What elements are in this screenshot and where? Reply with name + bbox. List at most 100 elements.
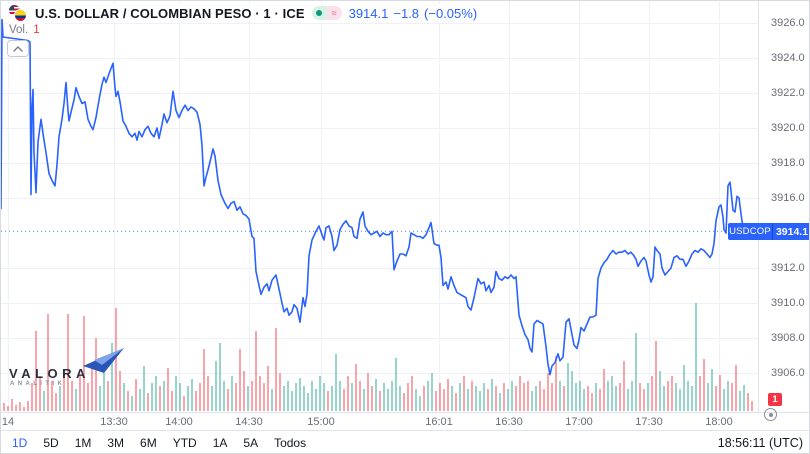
volume-bar	[655, 341, 657, 411]
volume-bar	[199, 383, 201, 411]
volume-bar	[99, 386, 101, 411]
price-chart-canvas[interactable]	[1, 1, 758, 412]
volume-bar	[59, 386, 61, 411]
colombia-flag-icon	[15, 10, 26, 21]
volume-bar	[455, 393, 457, 411]
volume-bar	[327, 391, 329, 411]
volume-bar	[527, 381, 529, 411]
volume-bar	[231, 376, 233, 411]
volume-bar	[215, 361, 217, 411]
volume-bar	[107, 381, 109, 411]
volume-bar	[179, 383, 181, 411]
time-axis-label: 18:00	[705, 416, 733, 428]
volume-bar	[23, 407, 25, 411]
market-status-pill: ≈	[311, 6, 342, 20]
quote-change-percent: (−0.05%)	[424, 5, 478, 21]
volume-bar	[403, 393, 405, 411]
volume-bar	[607, 381, 609, 411]
volume-bar	[599, 389, 601, 411]
symbol-title[interactable]: U.S. DOLLAR / COLOMBIAN PESO · 1 · ICE	[35, 5, 305, 21]
range-button-1d[interactable]: 1D	[12, 435, 28, 450]
price-axis-label: 3908.0	[771, 332, 805, 344]
price-tag-value: 3914.1	[775, 225, 809, 238]
volume-bar	[211, 386, 213, 411]
volume-legend: Vol. 1	[7, 23, 45, 37]
price-tag-separator	[772, 223, 773, 241]
volume-bar	[735, 365, 737, 411]
range-button-todos[interactable]: Todos	[274, 435, 307, 450]
volume-bar	[479, 391, 481, 411]
volume-bar	[147, 393, 149, 411]
volume-bar	[627, 389, 629, 411]
range-button-6m[interactable]: 6M	[140, 435, 157, 450]
volume-bar	[495, 386, 497, 411]
volume-bar	[447, 379, 449, 411]
price-axis-label: 3916.0	[771, 192, 805, 204]
volume-bar	[411, 376, 413, 411]
collapse-pane-button[interactable]	[7, 40, 29, 57]
volume-bar	[307, 393, 309, 411]
price-tag-symbol: USDCOP	[729, 226, 771, 238]
price-axis-label: 3906.0	[771, 367, 805, 379]
range-button-5d[interactable]: 5D	[43, 435, 59, 450]
volume-bar	[55, 393, 57, 411]
volume-bar	[367, 373, 369, 411]
volume-bar	[647, 383, 649, 411]
volume-bar	[359, 381, 361, 411]
alert-count-badge[interactable]: 1	[768, 393, 782, 406]
volume-bar	[563, 386, 565, 411]
volume-bar	[623, 361, 625, 411]
volume-bar	[715, 386, 717, 411]
volume-bar	[95, 338, 97, 411]
time-axis-label: 16:01	[425, 416, 453, 428]
usd-cop-flags-icon	[9, 5, 28, 21]
volume-bar	[347, 376, 349, 411]
volume-bar	[235, 383, 237, 411]
volume-bar	[339, 381, 341, 411]
quote-values: 3914.1 −1.8 (−0.05%)	[349, 6, 478, 21]
timezone-clock[interactable]: 18:56:11 (UTC)	[717, 435, 803, 450]
delayed-data-icon[interactable]: ≈	[326, 6, 342, 20]
volume-bar	[399, 386, 401, 411]
volume-bar	[83, 316, 85, 411]
range-button-3m[interactable]: 3M	[107, 435, 125, 450]
volume-bar	[471, 381, 473, 411]
volume-bar	[571, 371, 573, 411]
volume-bar	[15, 405, 17, 411]
volume-bar	[567, 363, 569, 411]
price-axis-label: 3924.0	[771, 52, 805, 64]
volume-bar	[35, 331, 37, 411]
range-button-1a[interactable]: 1A	[212, 435, 228, 450]
volume-bar	[259, 376, 261, 411]
price-axis[interactable]: 3926.0 3924.0 3922.0 3920.0 3918.0 3916.0 3912…	[758, 1, 809, 412]
volume-bar	[303, 386, 305, 411]
volume-bar	[443, 389, 445, 411]
volume-bar	[547, 373, 549, 411]
volume-bar	[279, 373, 281, 411]
volume-bar	[283, 386, 285, 411]
volume-bar	[559, 381, 561, 411]
volume-bar	[643, 389, 645, 411]
volume-bar	[387, 389, 389, 411]
volume-bar	[103, 373, 105, 411]
volume-bar	[67, 314, 69, 411]
volume-bar	[551, 383, 553, 411]
price-axis-label: 3926.0	[771, 17, 805, 29]
volume-bar	[123, 383, 125, 411]
settings-gear-icon[interactable]	[764, 408, 777, 421]
volume-bar	[171, 391, 173, 411]
range-button-ytd[interactable]: YTD	[172, 435, 197, 450]
market-open-status-icon[interactable]	[311, 6, 327, 20]
volume-bar	[119, 371, 121, 411]
range-button-1m[interactable]: 1M	[74, 435, 92, 450]
volume-bar	[707, 383, 709, 411]
range-button-5a[interactable]: 5A	[243, 435, 259, 450]
volume-bar	[731, 383, 733, 411]
volume-bar	[727, 381, 729, 411]
volume-bar	[271, 389, 273, 411]
time-axis[interactable]: 14 13:30 14:00 14:30 15:00 16:01 16:30 17:00 17:…	[1, 412, 809, 430]
volume-bar	[267, 366, 269, 411]
volume-bar	[363, 389, 365, 411]
volume-bar	[275, 328, 277, 411]
